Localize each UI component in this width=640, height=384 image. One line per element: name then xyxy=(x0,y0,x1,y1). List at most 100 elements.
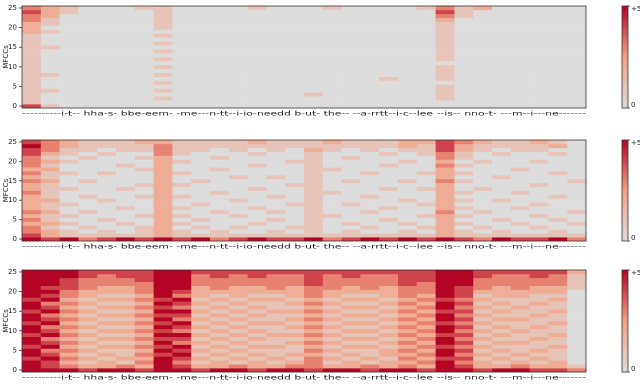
heatmap-cell xyxy=(398,360,418,365)
heatmap-cell xyxy=(416,178,436,184)
heatmap-cell xyxy=(398,167,418,172)
heatmap-cell xyxy=(116,41,136,46)
heatmap-cell xyxy=(266,60,286,66)
heatmap-cell xyxy=(172,37,192,42)
heatmap-cell xyxy=(116,53,136,58)
heatmap-cell xyxy=(210,41,230,46)
heatmap-cell xyxy=(473,332,493,337)
heatmap-cell xyxy=(360,147,380,152)
heatmap-cell xyxy=(360,76,380,81)
heatmap-cell xyxy=(304,45,324,50)
heatmap-cell xyxy=(247,167,267,172)
heatmap-cell xyxy=(548,309,568,314)
heatmap-cell xyxy=(304,41,324,46)
heatmap-cell xyxy=(153,45,173,50)
y-tick-label: 20 xyxy=(8,24,17,32)
heatmap-cell xyxy=(529,45,549,50)
heatmap-cell xyxy=(379,13,399,19)
heatmap-cell xyxy=(454,182,474,187)
heatmap-cell xyxy=(379,37,399,42)
heatmap-cell xyxy=(78,80,98,85)
heatmap-cell xyxy=(510,53,530,58)
heatmap-cell xyxy=(97,147,117,152)
heatmap-cell xyxy=(22,198,42,203)
heatmap-cell xyxy=(435,6,455,11)
heatmap-cell xyxy=(435,352,455,357)
heatmap-cell xyxy=(473,348,493,353)
heatmap-cell xyxy=(97,13,117,19)
heatmap-cell xyxy=(116,340,136,345)
heatmap-cell xyxy=(247,49,267,54)
heatmap-cell xyxy=(228,209,248,215)
heatmap-cell xyxy=(78,178,98,184)
heatmap-cell xyxy=(266,45,286,50)
heatmap-cell xyxy=(59,277,79,283)
heatmap-cell xyxy=(304,29,324,34)
colorbar-segment xyxy=(622,18,628,22)
heatmap-cell xyxy=(567,198,587,203)
colorbar-segment xyxy=(622,235,628,239)
colorbar-segment xyxy=(622,69,628,73)
heatmap-cell xyxy=(379,186,399,191)
heatmap-cell xyxy=(473,147,493,152)
heatmap-cell xyxy=(322,147,342,152)
heatmap-cell xyxy=(398,356,418,361)
colorbar-segment xyxy=(622,203,628,206)
heatmap-cell xyxy=(416,352,436,357)
heatmap-cell xyxy=(360,140,380,145)
heatmap-cell xyxy=(78,237,98,242)
heatmap-cell xyxy=(360,163,380,168)
heatmap-cell xyxy=(379,324,399,330)
colorbar-segment xyxy=(622,31,628,35)
heatmap-cell xyxy=(473,202,493,207)
heatmap-cell xyxy=(510,72,530,77)
heatmap-cell xyxy=(228,163,248,168)
heatmap-cell xyxy=(567,344,587,349)
heatmap-cell xyxy=(116,293,136,298)
heatmap-cell xyxy=(228,143,248,149)
heatmap-cell xyxy=(40,159,60,164)
heatmap-cell xyxy=(116,281,136,286)
heatmap-cell xyxy=(360,174,380,180)
heatmap-cell xyxy=(548,159,568,164)
heatmap-cell xyxy=(473,190,493,195)
heatmap-cell xyxy=(322,344,342,349)
heatmap-cell xyxy=(228,190,248,195)
heatmap-cell xyxy=(247,9,267,15)
heatmap-cell xyxy=(116,45,136,50)
heatmap-cell xyxy=(40,190,60,195)
heatmap-cell xyxy=(78,206,98,211)
heatmap-cell xyxy=(40,29,60,34)
heatmap-cell xyxy=(116,49,136,54)
heatmap-cell xyxy=(416,289,436,294)
heatmap-cell xyxy=(97,332,117,337)
heatmap-cell xyxy=(97,57,117,62)
heatmap-cell xyxy=(510,37,530,42)
heatmap-cell xyxy=(567,96,587,101)
heatmap-cell xyxy=(510,80,530,85)
heatmap-cell xyxy=(153,49,173,54)
heatmap-cell xyxy=(285,317,305,322)
heatmap-cell xyxy=(341,348,361,353)
heatmap-cell xyxy=(22,76,42,81)
heatmap-cell xyxy=(266,159,286,164)
colorbar-segment xyxy=(622,28,628,32)
heatmap-cell xyxy=(529,313,549,318)
heatmap-cell xyxy=(134,217,154,222)
heatmap-cell xyxy=(510,190,530,195)
heatmap-cell xyxy=(97,356,117,361)
heatmap-cell xyxy=(473,182,493,187)
heatmap-cell xyxy=(153,41,173,46)
heatmap-cell xyxy=(360,348,380,353)
heatmap-cell xyxy=(228,151,248,156)
heatmap-cell xyxy=(454,186,474,191)
heatmap-cell xyxy=(567,328,587,334)
heatmap-cell xyxy=(473,100,493,105)
heatmap-cell xyxy=(266,285,286,290)
heatmap-cell xyxy=(78,84,98,89)
heatmap-cell xyxy=(304,344,324,349)
heatmap-cell xyxy=(116,297,136,302)
heatmap-cell xyxy=(191,209,211,215)
colorbar-segment xyxy=(622,310,628,314)
heatmap-cell xyxy=(529,76,549,81)
